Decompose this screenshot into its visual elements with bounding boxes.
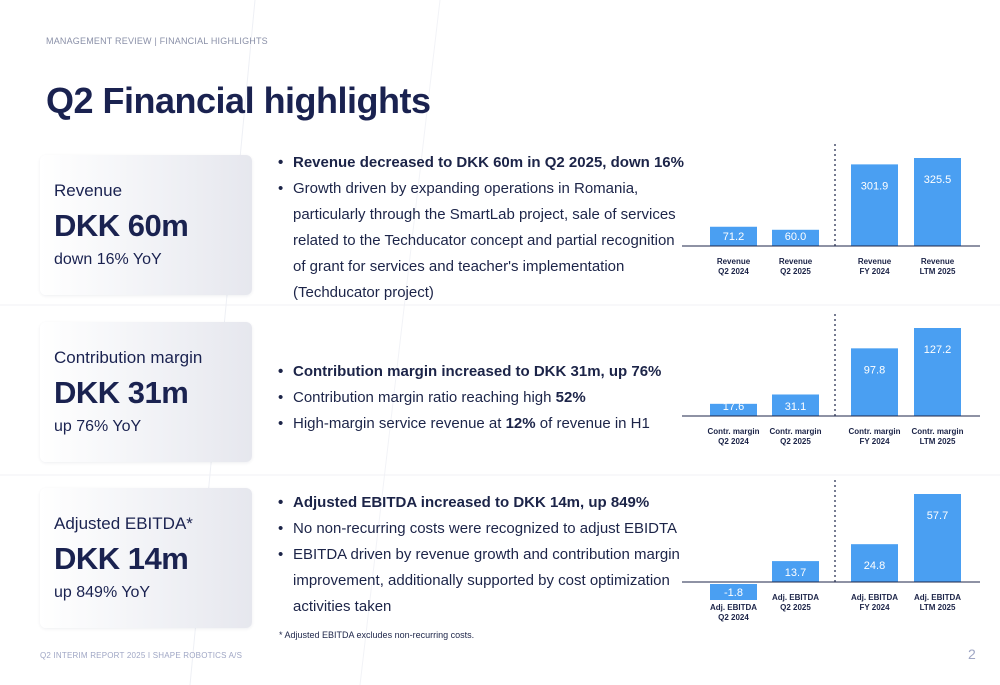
bar-value-label: 31.1 <box>785 401 806 413</box>
bar-value-label: 13.7 <box>785 567 806 579</box>
chart-bar <box>914 494 961 582</box>
bullet-item: Contribution margin increased to DKK 31m… <box>278 359 688 385</box>
chart-bar <box>710 226 757 246</box>
bar-value-label: 325.5 <box>924 174 952 186</box>
bullet-highlight: 52% <box>555 389 586 406</box>
page-number: 2 <box>968 646 976 662</box>
margin-bullets: Contribution margin increased to DKK 31m… <box>278 359 688 437</box>
bullet-text: Contribution margin ratio reaching high <box>293 389 556 406</box>
bar-value-label: -1.8 <box>724 587 743 599</box>
chart-bar <box>851 544 898 582</box>
bullet-item: Growth driven by expanding operations in… <box>278 176 688 306</box>
category-label: Q2 2024 <box>718 267 749 276</box>
bullet-item: Contribution margin ratio reaching high … <box>278 385 688 411</box>
category-label: Contr. margin <box>848 427 900 436</box>
bar-value-label: 17.6 <box>723 401 744 413</box>
bar-value-label: 71.2 <box>723 231 744 243</box>
category-label: Q2 2025 <box>780 267 811 276</box>
category-label: Adj. EBITDA <box>710 603 757 612</box>
kpi-label: Adjusted EBITDA* <box>54 514 193 533</box>
revenue-chart: 71.2 Revenue Q2 2024 60.0 Revenue Q2 2025 301.… <box>680 142 990 292</box>
bullet-highlight: 12% <box>505 415 536 432</box>
category-label: LTM 2025 <box>920 437 956 446</box>
bullet-text: High-margin service revenue at <box>293 415 506 432</box>
bullet-item: Adjusted EBITDA increased to DKK 14m, up… <box>278 490 688 516</box>
category-label: Contr. margin <box>769 427 821 436</box>
category-label: Q2 2025 <box>780 603 811 612</box>
category-label: FY 2024 <box>859 603 890 612</box>
ebitda-bullets: Adjusted EBITDA increased to DKK 14m, up… <box>278 490 688 620</box>
page-title: Q2 Financial highlights <box>46 80 431 121</box>
revenue-bullets: Revenue decreased to DKK 60m in Q2 2025,… <box>278 150 688 306</box>
kpi-value: DKK 14m <box>54 541 189 576</box>
category-label: Contr. margin <box>707 427 759 436</box>
kpi-card-adjusted-ebitda: Adjusted EBITDA* DKK 14m up 849% YoY <box>40 488 252 628</box>
chart-bar <box>710 403 757 416</box>
chart-bar <box>851 348 898 416</box>
bar-value-label: 60.0 <box>785 231 806 243</box>
bar-value-label: 127.2 <box>924 344 952 356</box>
chart-bar <box>710 584 757 600</box>
category-label: Contr. margin <box>911 427 963 436</box>
bar-value-label: 24.8 <box>864 560 885 572</box>
bullet-item: High-margin service revenue at 12% of re… <box>278 411 688 437</box>
chart-bar <box>772 561 819 582</box>
category-label: Revenue <box>858 257 892 266</box>
category-label: Revenue <box>921 257 955 266</box>
chart-bar <box>772 229 819 246</box>
category-label: Q2 2025 <box>780 437 811 446</box>
breadcrumb: MANAGEMENT REVIEW | FINANCIAL HIGHLIGHTS <box>46 36 268 46</box>
chart-bar <box>914 328 961 416</box>
category-label: LTM 2025 <box>920 267 956 276</box>
chart-bar <box>772 394 819 416</box>
category-label: LTM 2025 <box>920 603 956 612</box>
chart-bar <box>914 158 961 246</box>
category-label: Revenue <box>779 257 813 266</box>
chart-bar <box>851 164 898 246</box>
category-label: Adj. EBITDA <box>851 593 898 602</box>
footnote: * Adjusted EBITDA excludes non-recurring… <box>279 630 475 640</box>
bullet-text: of revenue in H1 <box>535 415 650 432</box>
bullet-item: EBITDA driven by revenue growth and cont… <box>278 542 688 620</box>
kpi-change: down 16% YoY <box>54 251 162 268</box>
category-label: Adj. EBITDA <box>914 593 961 602</box>
bar-value-label: 97.8 <box>864 364 885 376</box>
kpi-card-revenue: Revenue DKK 60m down 16% YoY <box>40 155 252 295</box>
adjusted-ebitda-chart: -1.8 Adj. EBITDA Q2 2024 13.7 Adj. EBITDA Q2 … <box>680 478 990 628</box>
category-label: Revenue <box>717 257 751 266</box>
category-label: Q2 2024 <box>718 437 749 446</box>
bar-value-label: 57.7 <box>927 510 948 522</box>
category-label: FY 2024 <box>859 267 890 276</box>
kpi-label: Contribution margin <box>54 348 203 367</box>
kpi-value: DKK 60m <box>54 208 189 243</box>
category-label: Adj. EBITDA <box>772 593 819 602</box>
bar-value-label: 301.9 <box>861 180 889 192</box>
kpi-value: DKK 31m <box>54 375 189 410</box>
kpi-label: Revenue <box>54 181 123 200</box>
category-label: FY 2024 <box>859 437 890 446</box>
kpi-change: up 849% YoY <box>54 584 151 601</box>
category-label: Q2 2024 <box>718 613 749 622</box>
contribution-margin-chart: 17.6 Contr. margin Q2 2024 31.1 Contr. margi… <box>680 312 990 462</box>
bullet-item: Revenue decreased to DKK 60m in Q2 2025,… <box>278 150 688 176</box>
kpi-change: up 76% YoY <box>54 418 142 435</box>
footer-text: Q2 INTERIM REPORT 2025 I SHAPE ROBOTICS … <box>40 651 243 660</box>
bullet-item: No non-recurring costs were recognized t… <box>278 516 688 542</box>
kpi-card-contribution-margin: Contribution margin DKK 31m up 76% YoY <box>40 322 252 462</box>
